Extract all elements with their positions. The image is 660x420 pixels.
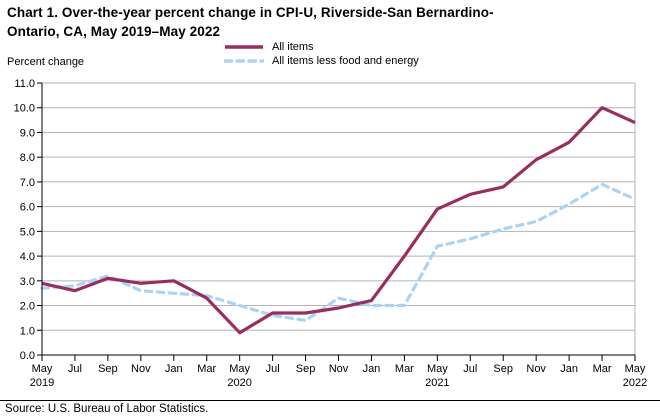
svg-text:4.0: 4.0 — [20, 251, 35, 263]
svg-text:Sep: Sep — [98, 363, 118, 375]
legend-label-all-items: All items — [272, 41, 314, 53]
svg-text:Jul: Jul — [266, 363, 280, 375]
svg-text:Jul: Jul — [68, 363, 82, 375]
svg-text:2.0: 2.0 — [20, 301, 35, 313]
svg-text:11.0: 11.0 — [14, 78, 35, 90]
legend-swatch-core — [224, 59, 264, 63]
svg-text:0.0: 0.0 — [20, 350, 35, 362]
svg-text:Jan: Jan — [363, 363, 381, 375]
svg-text:5.0: 5.0 — [20, 226, 35, 238]
svg-text:1.0: 1.0 — [20, 325, 35, 337]
svg-text:Jul: Jul — [463, 363, 477, 375]
svg-text:Jan: Jan — [560, 363, 578, 375]
svg-text:2021: 2021 — [425, 377, 449, 389]
svg-text:3.0: 3.0 — [20, 276, 35, 288]
chart-title-line-2: Ontario, CA, May 2019–May 2022 — [7, 23, 221, 39]
svg-text:Mar: Mar — [593, 363, 612, 375]
legend-swatch-all-items — [225, 45, 263, 49]
svg-text:10.0: 10.0 — [14, 103, 35, 115]
chart-title-line-1: Chart 1. Over-the-year percent change in… — [7, 5, 494, 20]
svg-text:May: May — [229, 363, 250, 375]
svg-text:Sep: Sep — [493, 363, 513, 375]
svg-text:May: May — [427, 363, 448, 375]
svg-text:Nov: Nov — [526, 363, 546, 375]
svg-text:9.0: 9.0 — [20, 127, 35, 139]
svg-text:Sep: Sep — [296, 363, 316, 375]
svg-text:8.0: 8.0 — [20, 152, 35, 164]
legend-item-core: All items less food and energy — [224, 54, 419, 68]
svg-text:2022: 2022 — [623, 377, 647, 389]
chart-title: Chart 1. Over-the-year percent change in… — [7, 4, 647, 42]
legend-item-all-items: All items — [224, 40, 419, 54]
svg-text:2020: 2020 — [227, 377, 251, 389]
legend: All items All items less food and energy — [224, 40, 419, 68]
svg-text:May: May — [625, 363, 646, 375]
svg-text:Mar: Mar — [197, 363, 216, 375]
svg-text:May: May — [32, 363, 53, 375]
source-note: Source: U.S. Bureau of Labor Statistics. — [0, 400, 660, 415]
legend-label-core: All items less food and energy — [272, 55, 419, 67]
svg-text:Jan: Jan — [165, 363, 183, 375]
svg-text:2019: 2019 — [30, 377, 54, 389]
svg-text:7.0: 7.0 — [20, 177, 35, 189]
svg-text:Nov: Nov — [131, 363, 151, 375]
y-axis-title: Percent change — [7, 56, 85, 68]
svg-text:6.0: 6.0 — [20, 202, 35, 214]
svg-text:Nov: Nov — [329, 363, 349, 375]
svg-text:Mar: Mar — [395, 363, 414, 375]
